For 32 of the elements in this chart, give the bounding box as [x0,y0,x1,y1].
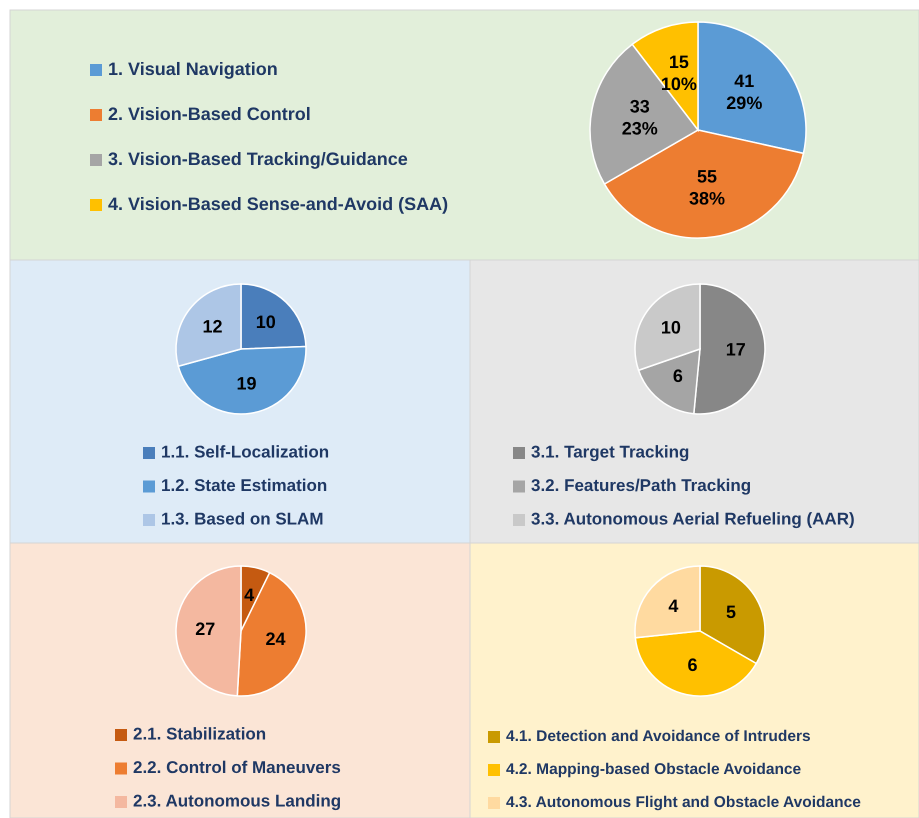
data-label: 4 [244,584,254,605]
data-label: 33 23% [622,96,658,138]
legend-label: 3.2. Features/Path Tracking [531,476,752,495]
legend-label: 3.3. Autonomous Aerial Refueling (AAR) [531,509,855,528]
data-label: 6 [688,654,698,675]
legend-label: 4.3. Autonomous Flight and Obstacle Avoidance [506,794,862,812]
data-label: 17 [726,339,746,360]
legend-label: 1.2. State Estimation [161,476,328,495]
legend-label: 4.1. Detection and Avoidance of Intruders [506,728,811,746]
legend-label: 2. Vision-Based Control [108,104,311,124]
legend-label: 2.1. Stabilization [133,724,266,744]
data-label: 27 [195,618,216,639]
data-label: 19 [236,373,256,394]
data-label: 41 29% [726,70,762,113]
data-label: 6 [672,366,683,386]
legend-label: 1.3. Based on SLAM [161,509,324,528]
legend-label: 3.1. Target Tracking [531,442,690,462]
legend-label: 2.2. Control of Maneuvers [133,758,341,777]
data-label: 15 10% [660,52,697,94]
data-label: 10 [660,317,681,338]
data-label: 24 [266,628,286,649]
data-label: 5 [726,602,736,622]
legend-label: 3. Vision-Based Tracking/Guidance [108,148,408,169]
data-label: 55 38% [689,166,726,208]
legend-label: 1. Visual Navigation [108,58,278,79]
data-label: 10 [256,312,276,332]
legend-label: 1.1. Self-Localization [161,442,330,462]
legend-label: 4.2. Mapping-based Obstacle Avoidance [506,761,802,778]
data-label: 12 [202,316,223,336]
legend-label: 2.3. Autonomous Landing [133,791,342,810]
data-label: 4 [668,596,678,616]
legend-label: 4. Vision-Based Sense-and-Avoid (SAA) [108,194,448,214]
